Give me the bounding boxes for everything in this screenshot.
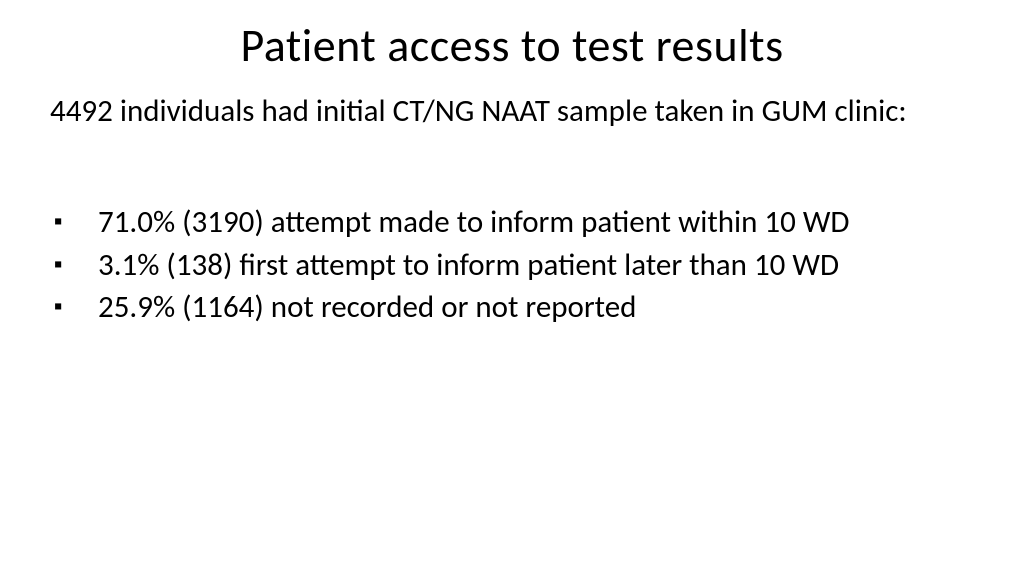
bullet-list: 71.0% (3190) attempt made to inform pati… <box>50 203 974 327</box>
intro-text: 4492 individuals had initial CT/NG NAAT … <box>50 92 974 131</box>
bullet-item: 25.9% (1164) not recorded or not reporte… <box>50 288 974 327</box>
bullet-item: 71.0% (3190) attempt made to inform pati… <box>50 203 974 242</box>
slide-title: Patient access to test results <box>50 18 974 74</box>
bullet-item: 3.1% (138) first attempt to inform patie… <box>50 246 974 285</box>
